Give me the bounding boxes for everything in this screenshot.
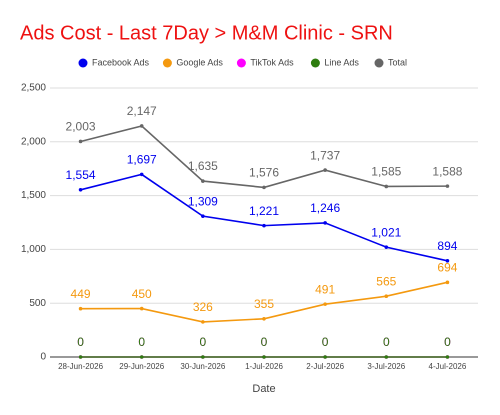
- y-tick-label: 0: [40, 352, 46, 363]
- legend-marker: [374, 58, 384, 68]
- data-point: [262, 355, 266, 359]
- data-label: 1,246: [310, 201, 340, 215]
- y-tick-label: 500: [29, 298, 46, 309]
- data-label: 355: [254, 297, 274, 311]
- data-label: 0: [383, 335, 390, 349]
- data-point: [78, 139, 83, 144]
- data-point: [139, 172, 144, 177]
- data-label: 0: [383, 335, 390, 349]
- data-label: 565: [376, 274, 396, 288]
- data-label: 0: [200, 335, 207, 349]
- data-label: 0: [138, 335, 145, 349]
- data-label: 491: [315, 282, 335, 296]
- legend-marker: [310, 58, 320, 68]
- data-point: [201, 320, 205, 324]
- data-point: [262, 185, 266, 190]
- data-label: 1,554: [66, 168, 96, 182]
- data-point: [323, 221, 327, 225]
- data-label: 1,588: [432, 164, 462, 178]
- legend-label: Line Ads: [324, 57, 359, 67]
- data-label: 0: [444, 335, 451, 349]
- y-tick-label: 1,000: [21, 244, 46, 255]
- data-label: 1,737: [310, 148, 340, 162]
- data-point: [323, 168, 327, 172]
- data-label: 449: [71, 287, 91, 301]
- legend-label: TikTok Ads: [250, 57, 294, 67]
- data-label: 1,635: [188, 159, 218, 173]
- data-point: [201, 214, 205, 218]
- legend-marker: [162, 58, 172, 68]
- x-tick-label: 1-Jul-2026: [245, 362, 283, 371]
- data-label: 0: [261, 335, 268, 349]
- data-label: 0: [322, 335, 329, 349]
- y-tick-label: 2,000: [21, 136, 46, 147]
- data-label: 0: [77, 335, 84, 349]
- data-label: 894: [437, 239, 457, 253]
- data-label: 0: [444, 335, 451, 349]
- chart-title: Ads Cost - Last 7Day > M&M Clinic - SRN: [20, 22, 393, 44]
- x-tick-label: 2-Jul-2026: [306, 362, 344, 371]
- data-label: 326: [193, 300, 213, 314]
- data-point: [384, 184, 389, 189]
- data-label: 694: [437, 260, 457, 274]
- data-point: [139, 306, 144, 311]
- x-tick-label: 29-Jun-2026: [119, 362, 164, 371]
- data-point: [201, 179, 205, 183]
- data-label: 1,576: [249, 166, 279, 180]
- data-label: 0: [322, 335, 329, 349]
- data-point: [139, 124, 144, 128]
- data-label: 1,585: [371, 165, 401, 179]
- data-label: 0: [77, 335, 84, 349]
- legend-marker: [78, 58, 88, 68]
- legend-label: Total: [388, 57, 407, 67]
- legend-marker: [236, 58, 246, 68]
- data-label: 1,021: [371, 225, 401, 239]
- y-tick-label: 2,500: [21, 83, 46, 94]
- data-point: [384, 355, 389, 359]
- data-label: 0: [200, 335, 207, 349]
- y-tick-label: 1,500: [21, 190, 46, 201]
- x-tick-label: 3-Jul-2026: [367, 362, 405, 371]
- data-label: 1,221: [249, 204, 279, 218]
- x-tick-label: 28-Jun-2026: [58, 362, 103, 371]
- x-tick-label: 4-Jul-2026: [429, 362, 467, 371]
- data-point: [78, 355, 83, 359]
- data-label: 2,147: [127, 104, 157, 118]
- data-point: [445, 184, 450, 188]
- data-point: [445, 280, 450, 285]
- data-point: [262, 223, 266, 228]
- data-point: [201, 355, 205, 359]
- data-label: 1,697: [127, 153, 157, 167]
- data-label: 2,003: [66, 120, 96, 134]
- data-point: [384, 294, 389, 299]
- data-label: 1,309: [188, 194, 218, 208]
- data-point: [323, 302, 327, 306]
- x-axis-title: Date: [252, 383, 275, 395]
- x-tick-label: 30-Jun-2026: [180, 362, 225, 371]
- data-point: [262, 317, 266, 321]
- data-point: [78, 306, 83, 311]
- data-point: [384, 245, 389, 249]
- data-point: [445, 259, 450, 263]
- data-point: [445, 355, 450, 359]
- data-point: [323, 355, 327, 359]
- data-label: 0: [261, 335, 268, 349]
- legend-label: Facebook Ads: [92, 57, 150, 67]
- data-point: [139, 355, 144, 359]
- data-point: [78, 187, 83, 192]
- data-label: 450: [132, 287, 152, 301]
- data-label: 0: [138, 335, 145, 349]
- legend-label: Google Ads: [176, 57, 223, 67]
